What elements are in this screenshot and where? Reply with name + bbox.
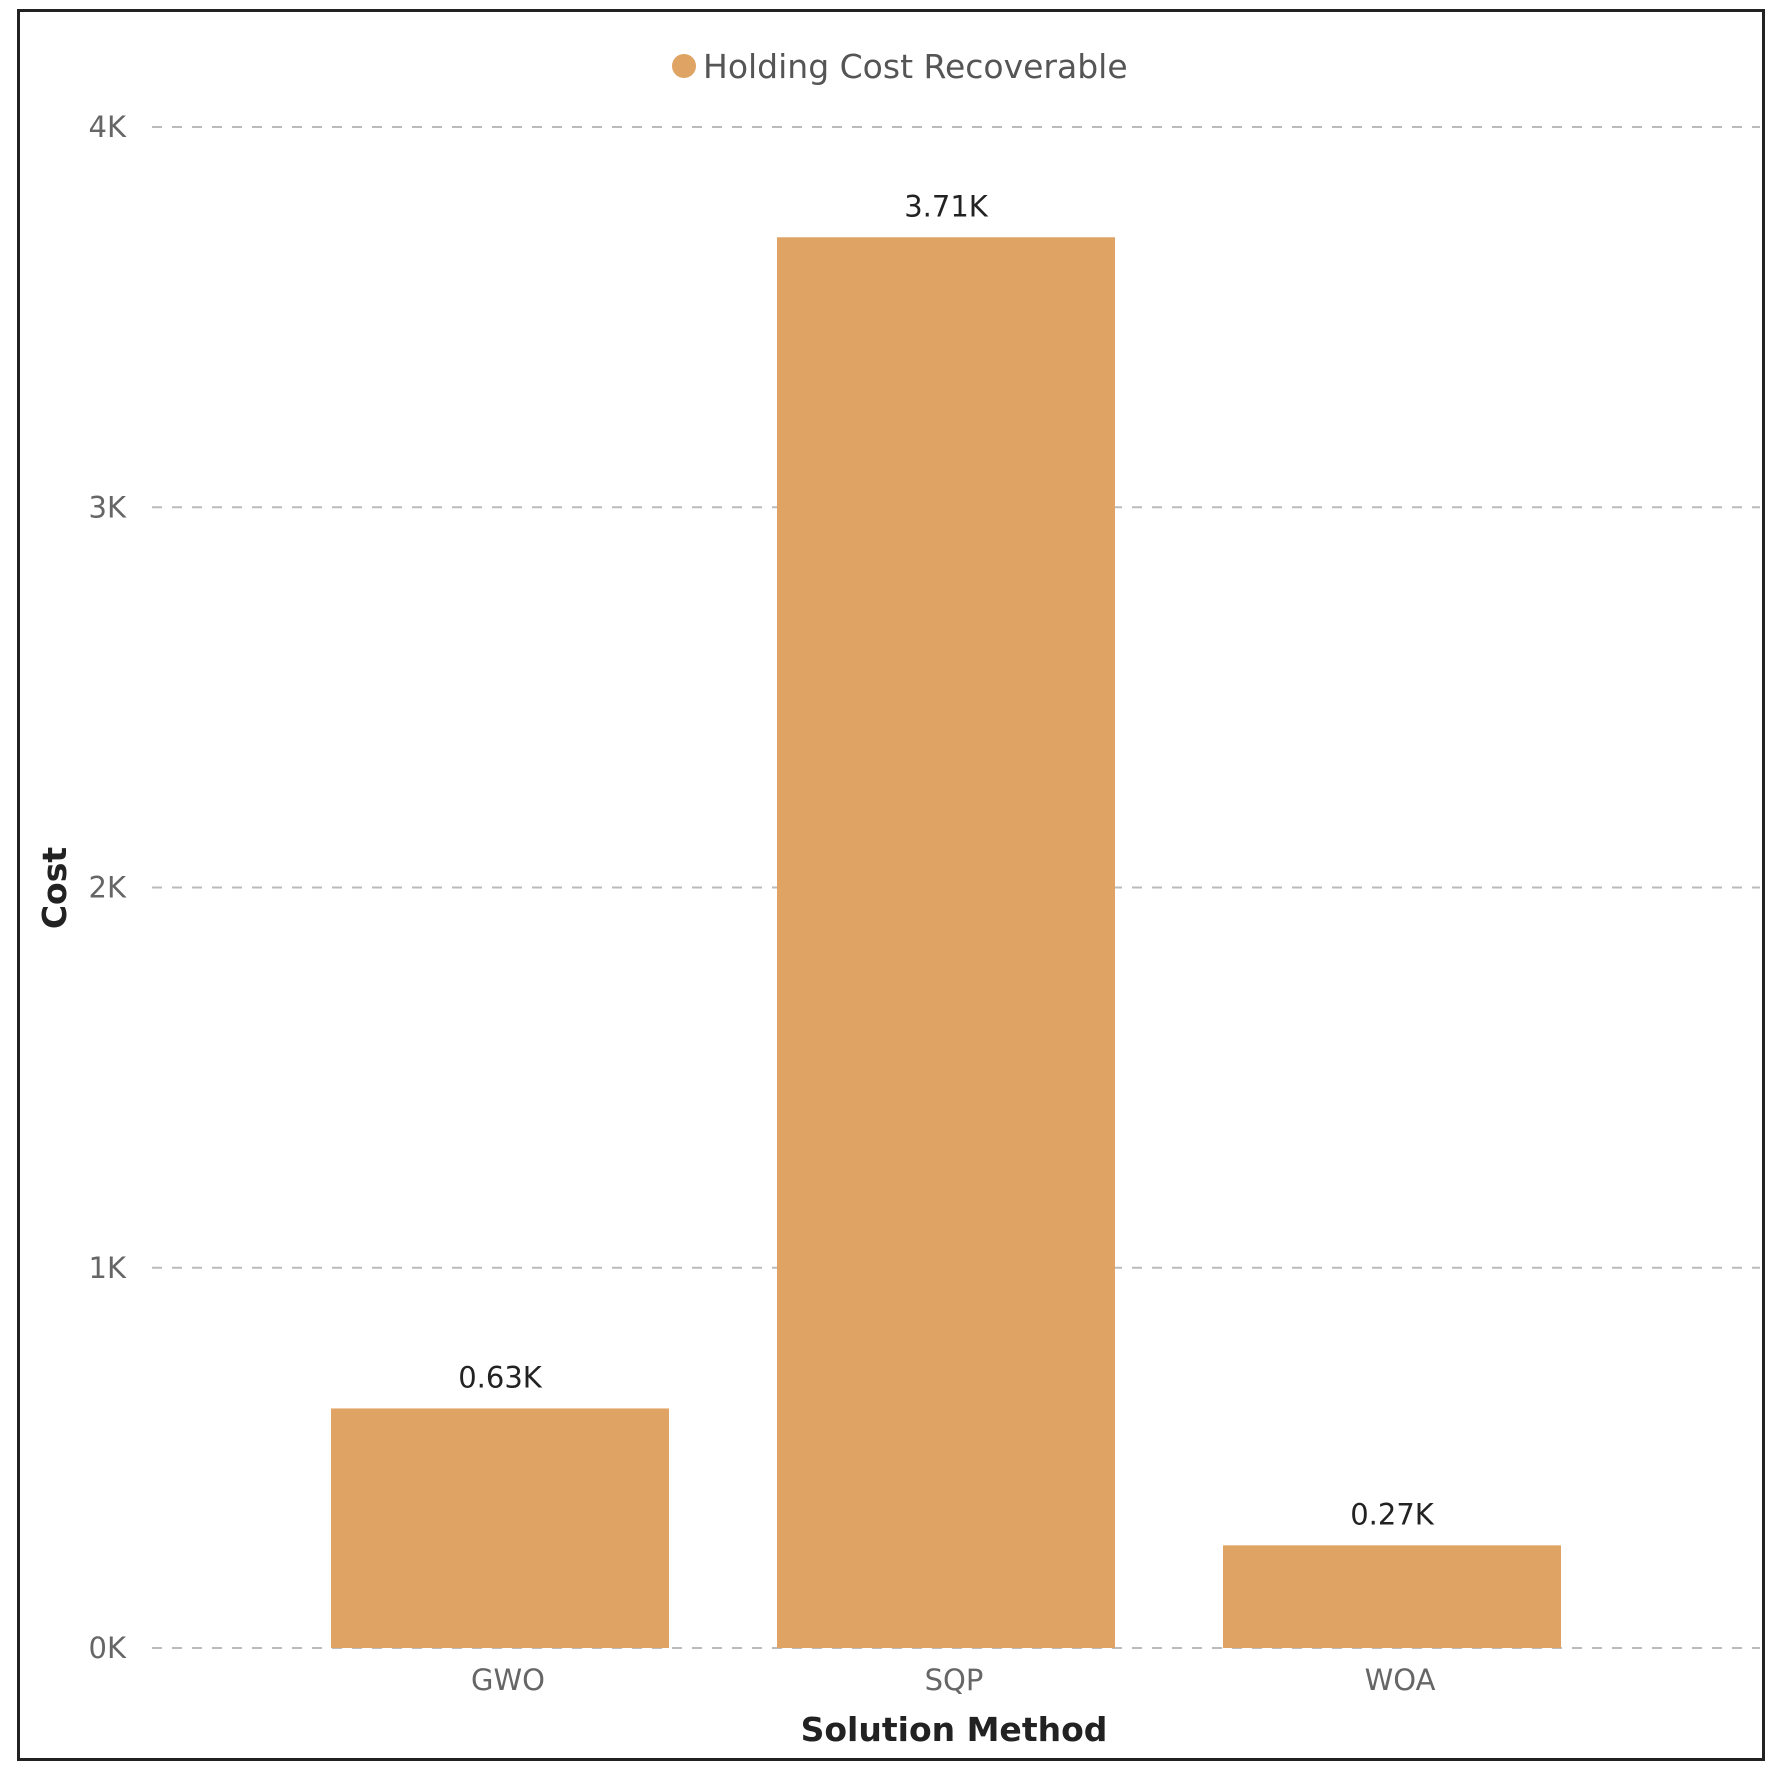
x-tick-label-sqp: SQP [925,1663,984,1697]
y-tick-label: 2K [89,871,127,905]
x-axis-title: Solution Method [801,1710,1108,1749]
bar-gwo[interactable] [331,1408,669,1648]
x-axis-ticks: GWO SQP WOA [471,1663,1436,1697]
legend[interactable]: Holding Cost Recoverable [672,47,1128,86]
x-tick-label-gwo: GWO [471,1663,545,1697]
legend-label-holding-cost-recoverable: Holding Cost Recoverable [703,47,1128,86]
y-axis-title: Cost [35,847,74,930]
y-tick-label: 4K [89,110,127,144]
y-axis-ticks: 0K 1K 2K 3K 4K [89,110,127,1665]
bar-sqp[interactable] [777,237,1115,1649]
data-labels: 0.63K 3.71K 0.27K [458,189,1435,1531]
bars [331,237,1561,1649]
y-tick-label: 0K [89,1631,127,1665]
y-tick-label: 1K [89,1251,127,1285]
x-tick-label-woa: WOA [1365,1663,1436,1697]
data-label-gwo: 0.63K [458,1360,543,1394]
legend-marker-holding-cost-recoverable [672,54,696,78]
y-tick-label: 3K [89,490,127,524]
data-label-sqp: 3.71K [904,189,989,223]
bar-woa[interactable] [1223,1545,1561,1648]
data-label-woa: 0.27K [1350,1497,1435,1531]
